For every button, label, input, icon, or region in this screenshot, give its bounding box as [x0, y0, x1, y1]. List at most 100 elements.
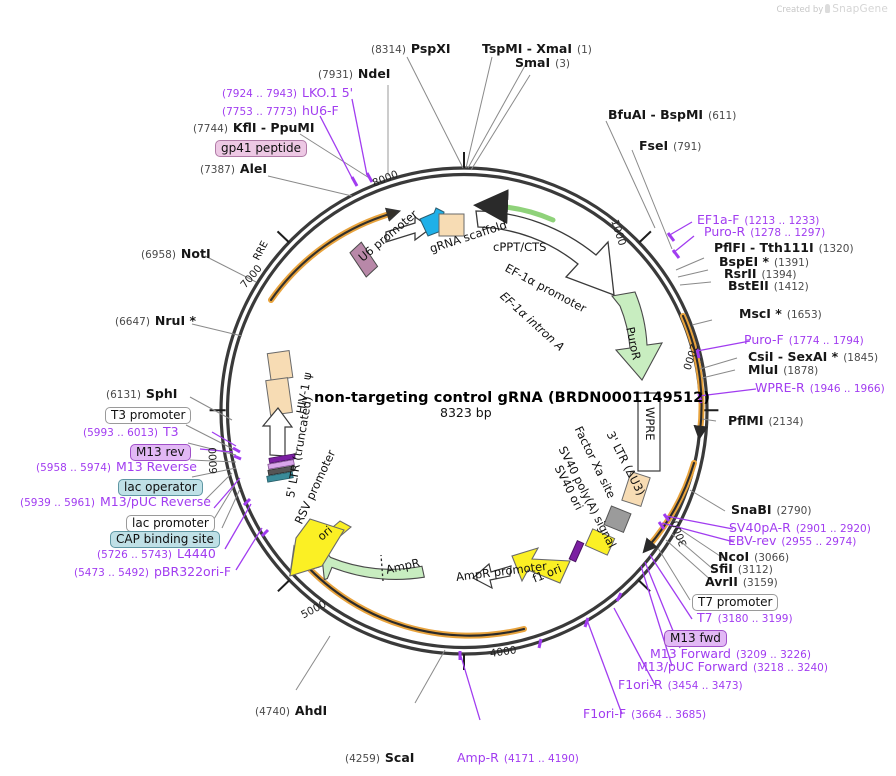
label-m13-reverse-name: M13 Reverse: [116, 459, 197, 474]
label-csii-sexai-name: CsiI - SexAI *: [748, 349, 839, 364]
label-rsrii-pos: (1394): [761, 269, 797, 281]
label-tspmi-xmai-name: TspMI - XmaI: [482, 41, 572, 56]
label-f1ori-f-name: F1ori-F: [583, 706, 627, 721]
label-bsteii-name: BstEII: [728, 278, 769, 293]
feature-ori: [288, 518, 352, 577]
snapgene-credit: Created by SnapGene: [776, 3, 888, 15]
label-smai-name: SmaI: [515, 55, 551, 70]
label-pflmi-name: PflMI: [728, 413, 764, 428]
label-msci-pos: (1653): [786, 309, 822, 321]
label-sphi[interactable]: (6131) SphI: [106, 386, 178, 401]
label-ncoi-pos: (3066): [754, 552, 790, 564]
label-kfli-ppumi[interactable]: (7744) KflI - PpuMI: [193, 120, 315, 135]
label-wpre-r[interactable]: WPRE-R (1946 .. 1966): [755, 381, 885, 395]
label-m13-rev[interactable]: M13 rev: [130, 443, 191, 461]
label-m13-reverse[interactable]: (5958 .. 5974) M13 Reverse: [36, 459, 197, 474]
label-sfii[interactable]: SfiI (3112): [710, 562, 773, 576]
label-lac-operator[interactable]: lac operator: [118, 478, 203, 496]
label-msci-name: MscI *: [739, 306, 782, 321]
label-ahdi[interactable]: (4740) AhdI: [255, 704, 327, 718]
label-m13-rev-chip: M13 rev: [130, 444, 191, 461]
feature-rre-top: [349, 241, 379, 278]
label-ndei[interactable]: (7931) NdeI: [318, 66, 391, 81]
label-t3-promoter[interactable]: T3 promoter: [105, 406, 192, 424]
label-amp-r[interactable]: Amp-R (4171 .. 4190): [457, 751, 579, 765]
label-pbr322ori-f[interactable]: (5473 .. 5492) pBR322ori-F: [74, 564, 232, 579]
label-snabi-pos: (2790): [776, 505, 812, 517]
label-t7[interactable]: T7 (3180 .. 3199): [697, 611, 793, 625]
plasmid-size: 8323 bp: [440, 405, 492, 420]
label-tspmi-xmai[interactable]: TspMI - XmaI (1): [482, 41, 592, 56]
label-smai-pos: (3): [555, 58, 570, 70]
label-bsteii[interactable]: BstEII (1412): [728, 278, 809, 293]
label-snabi-name: SnaBI: [731, 502, 772, 517]
label-ebv-rev[interactable]: EBV-rev (2955 .. 2974): [728, 534, 856, 548]
label-pflfi-tth111i-pos: (1320): [818, 243, 854, 255]
label-m13-forward[interactable]: M13 Forward (3209 .. 3226): [650, 647, 811, 661]
label-m13-reverse-pos: (5958 .. 5974): [36, 462, 111, 474]
label-noti[interactable]: (6958) NotI: [141, 247, 211, 261]
label-ef1a-f[interactable]: EF1a-F (1213 .. 1233): [697, 213, 819, 227]
label-hu6-f-pos: (7753 .. 7773): [222, 106, 297, 118]
label-mlui-name: MluI: [748, 362, 779, 377]
label-hu6-f[interactable]: (7753 .. 7773) hU6-F: [222, 104, 339, 118]
label-nrui[interactable]: (6647) NruI *: [115, 313, 196, 328]
label-puro-r-pos: (1278 .. 1297): [750, 227, 826, 239]
label-bspei-name: BspEI *: [719, 254, 769, 269]
label-alei[interactable]: (7387) AleI: [200, 162, 267, 176]
label-nrui-name: NruI *: [154, 313, 196, 328]
label-avrii-name: AvrII: [705, 574, 738, 589]
label-cap-binding-site[interactable]: CAP binding site: [110, 530, 220, 548]
label-lko1-5[interactable]: (7924 .. 7943) LKO.1 5': [222, 85, 354, 100]
label-lko1-5-name: LKO.1 5': [302, 85, 354, 100]
feature-5ltr-bars: [266, 453, 296, 483]
label-bspei[interactable]: BspEI * (1391): [719, 254, 809, 269]
label-l4440[interactable]: (5726 .. 5743) L4440: [97, 547, 216, 561]
label-pbr322ori-f-name: pBR322ori-F: [154, 564, 232, 579]
label-f1ori-r-name: F1ori-R: [618, 677, 663, 692]
label-lac-operator-chip: lac operator: [118, 479, 203, 496]
label-m13-puc-forward[interactable]: M13/pUC Forward (3218 .. 3240): [637, 660, 828, 674]
label-f1ori-f[interactable]: F1ori-F (3664 .. 3685): [583, 706, 707, 721]
label-sv40pa-r[interactable]: SV40pA-R (2901 .. 2920): [729, 520, 871, 535]
label-pflfi-tth111i[interactable]: PflFI - Tth111I (1320): [714, 241, 854, 255]
label-snabi[interactable]: SnaBI (2790): [731, 502, 812, 517]
label-msci[interactable]: MscI * (1653): [739, 306, 822, 321]
label-f1ori-f-pos: (3664 .. 3685): [631, 709, 707, 721]
label-fsei-name: FseI: [639, 138, 669, 153]
label-mlui[interactable]: MluI (1878): [748, 362, 818, 377]
label-gp41-peptide[interactable]: gp41 peptide: [215, 139, 307, 157]
label-sv40pa-r-name: SV40pA-R: [729, 520, 791, 535]
label-m13-fwd[interactable]: M13 fwd: [664, 629, 727, 647]
label-m13-fwd-chip: M13 fwd: [664, 630, 727, 647]
label-sphi-name: SphI: [145, 386, 178, 401]
label-smai[interactable]: SmaI (3): [515, 55, 570, 70]
label-puro-f[interactable]: Puro-F (1774 .. 1794): [744, 333, 864, 347]
label-f1ori-r-pos: (3454 .. 3473): [667, 680, 743, 692]
primer-leader-lines: [199, 98, 757, 721]
label-t7-promoter[interactable]: T7 promoter: [692, 593, 779, 611]
label-scai[interactable]: (4259) ScaI: [345, 751, 414, 765]
label-rsrii[interactable]: RsrII (1394): [724, 267, 797, 281]
label-bfuai-bspmi[interactable]: BfuAI - BspMI (611): [608, 108, 736, 122]
label-fsei[interactable]: FseI (791): [639, 138, 701, 153]
feature-ampr-promoter: [471, 562, 512, 590]
label-csii-sexai[interactable]: CsiI - SexAI * (1845): [748, 349, 878, 364]
label-pspxi-pos: (8314): [371, 44, 406, 56]
label-puro-r[interactable]: Puro-R (1278 .. 1297): [704, 225, 826, 239]
label-t7-promoter-chip: T7 promoter: [692, 594, 779, 611]
label-f1ori-r[interactable]: F1ori-R (3454 .. 3473): [618, 677, 743, 692]
label-m13-puc-reverse[interactable]: (5939 .. 5961) M13/pUC Reverse: [20, 495, 211, 509]
label-nrui-pos: (6647): [115, 316, 150, 328]
label-t3[interactable]: (5993 .. 6013) T3: [83, 425, 179, 439]
label-lac-promoter[interactable]: lac promoter: [126, 514, 215, 532]
feature-rsv-promoter: [261, 407, 294, 457]
label-pspxi[interactable]: (8314) PspXI: [371, 42, 451, 56]
label-avrii[interactable]: AvrII (3159): [705, 574, 778, 589]
label-pflmi[interactable]: PflMI (2134): [728, 413, 803, 428]
label-ncoi[interactable]: NcoI (3066): [718, 550, 790, 564]
label-ndei-name: NdeI: [357, 66, 391, 81]
leader-lines: [185, 56, 738, 704]
label-kfli-ppumi-name: KflI - PpuMI: [232, 120, 315, 135]
